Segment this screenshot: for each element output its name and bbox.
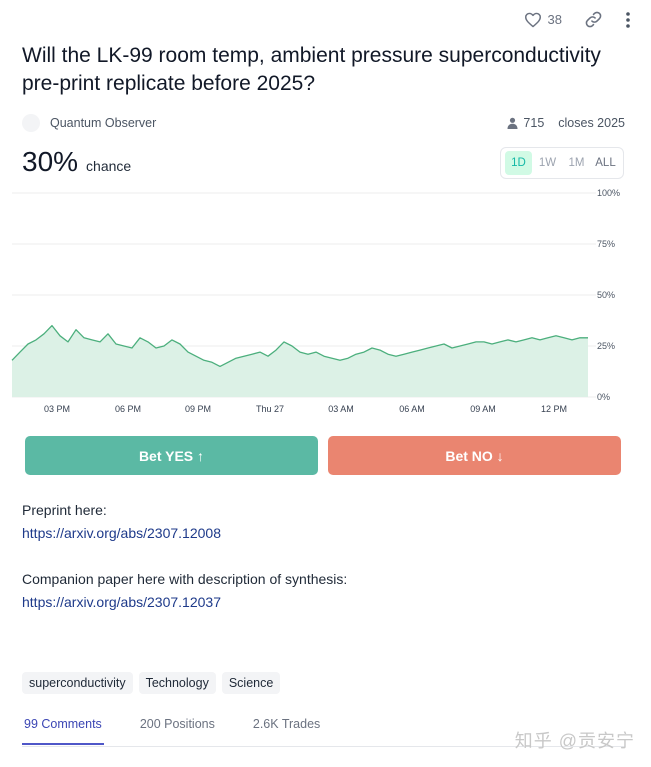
series-area (12, 325, 588, 397)
range-1m[interactable]: 1M (568, 157, 585, 169)
author-name: Quantum Observer (50, 116, 157, 130)
probability-chart: 0% 25% 50% 75% 100% 03 PM 06 PM 09 PM Thu 27 03 A… (11, 188, 620, 414)
probability-value: 30% (22, 146, 79, 177)
x-tick-label: 03 PM (44, 404, 70, 414)
like-button[interactable]: 38 (524, 12, 562, 28)
close-date: closes 2025 (558, 116, 625, 130)
heart-icon (524, 12, 542, 28)
author[interactable]: Quantum Observer (22, 114, 156, 132)
time-range-selector: 1D 1W 1M ALL (500, 147, 624, 179)
x-tick-label: 03 AM (328, 404, 354, 414)
header-actions: 38 (524, 10, 631, 29)
x-tick-label: 06 AM (399, 404, 425, 414)
y-tick-label: 75% (597, 239, 615, 249)
tag-list: superconductivity Technology Science (22, 672, 281, 694)
watermark: 知乎 @贡安宁 (514, 731, 635, 751)
market-tabs: 99 Comments 200 Positions 2.6K Trades (22, 717, 322, 745)
companion-paper-link[interactable]: https://arxiv.org/abs/2307.12037 (22, 594, 221, 610)
description-text-2: Companion paper here with description of… (22, 571, 348, 587)
series-line (11, 324, 588, 368)
market-title: Will the LK-99 room temp, ambient pressu… (22, 44, 601, 95)
x-tick-label: 09 PM (185, 404, 211, 414)
y-tick-label: 0% (597, 392, 610, 402)
user-icon (507, 117, 518, 129)
x-tick-label: 09 AM (470, 404, 496, 414)
like-count: 38 (547, 12, 562, 27)
link-icon[interactable] (584, 10, 603, 29)
description-text-1: Preprint here: (22, 502, 107, 518)
tag-technology[interactable]: Technology (138, 672, 216, 694)
traders-value: 715 (523, 116, 545, 130)
probability-label: chance (86, 158, 132, 174)
range-1w[interactable]: 1W (538, 157, 557, 169)
y-tick-label: 50% (597, 290, 615, 300)
x-tick-label: 12 PM (541, 404, 567, 414)
tab-positions[interactable]: 200 Positions (139, 717, 215, 731)
x-tick-label: Thu 27 (256, 404, 284, 414)
range-all[interactable]: ALL (595, 157, 616, 169)
bet-no-button[interactable]: Bet NO ↓ (328, 436, 621, 475)
tag-superconductivity[interactable]: superconductivity (22, 672, 133, 694)
x-tick-label: 06 PM (115, 404, 141, 414)
tabs-divider (22, 746, 625, 747)
more-options-icon[interactable] (625, 11, 631, 29)
range-1d[interactable]: 1D (505, 151, 532, 175)
bet-yes-button[interactable]: Bet YES ↑ (25, 436, 318, 475)
preprint-link[interactable]: https://arxiv.org/abs/2307.12008 (22, 525, 221, 541)
y-tick-label: 100% (597, 188, 620, 198)
tab-trades[interactable]: 2.6K Trades (252, 717, 321, 731)
market-meta: Quantum Observer 715 closes 2025 (22, 114, 625, 132)
y-tick-label: 25% (597, 341, 615, 351)
tab-comments[interactable]: 99 Comments (22, 717, 104, 745)
tag-science[interactable]: Science (221, 672, 281, 694)
probability: 30% chance (22, 146, 131, 178)
avatar (22, 114, 40, 132)
traders-count: 715 (507, 116, 544, 130)
